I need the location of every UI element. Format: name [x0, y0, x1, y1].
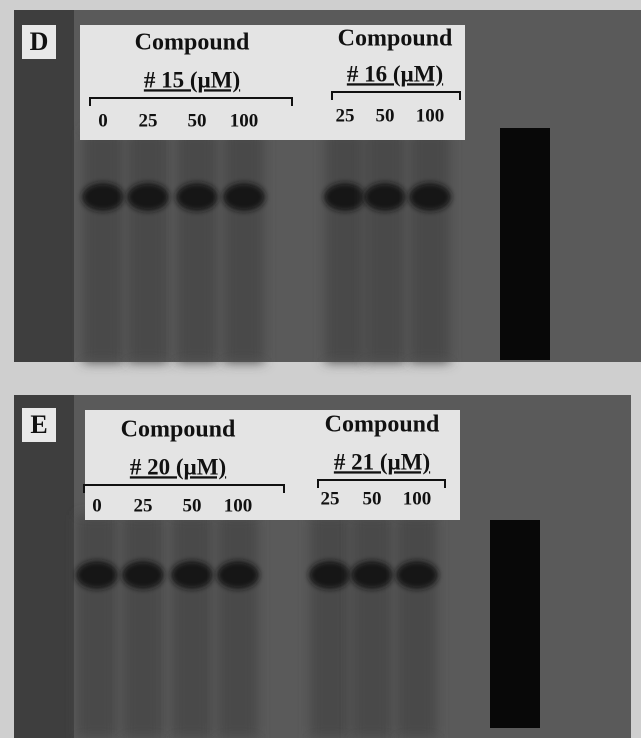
band — [176, 183, 218, 211]
group-title: Compound — [325, 412, 440, 438]
lane-label: 25 — [321, 488, 340, 509]
label-box — [85, 410, 460, 520]
band — [324, 183, 366, 211]
group-subtitle: # 15 (µM) — [144, 67, 240, 92]
lane-smear — [224, 130, 264, 362]
lane-smear — [410, 130, 450, 362]
lane-smear — [83, 130, 123, 362]
group-subtitle: # 21 (µM) — [334, 449, 430, 474]
lane-smear — [352, 515, 392, 738]
band — [409, 183, 451, 211]
band — [309, 561, 351, 589]
lane-smear — [365, 130, 405, 362]
band — [364, 183, 406, 211]
band — [122, 561, 164, 589]
band — [76, 561, 118, 589]
lane-smear — [325, 130, 365, 362]
panel-label-box — [22, 25, 56, 59]
lane-label: 0 — [98, 110, 108, 131]
panel-label: E — [30, 410, 47, 439]
band — [82, 183, 124, 211]
group-title: Compound — [338, 26, 453, 52]
ladder — [500, 128, 550, 360]
group-subtitle: # 16 (µM) — [347, 61, 443, 86]
bracket — [331, 91, 461, 100]
panel-label-box — [22, 408, 56, 442]
lane-label: 50 — [183, 495, 202, 516]
group-title: Compound — [121, 417, 236, 443]
lane-label: 25 — [134, 495, 153, 516]
label-box — [80, 25, 465, 140]
lane-smear — [172, 515, 212, 738]
band — [217, 561, 259, 589]
gel-shade — [14, 395, 74, 738]
lane-smear — [177, 130, 217, 362]
lane-smear — [218, 515, 258, 738]
band — [351, 561, 393, 589]
lane-label: 100 — [416, 105, 445, 126]
band — [127, 183, 169, 211]
group-subtitle: # 20 (µM) — [130, 454, 226, 479]
lane-label: 50 — [376, 105, 395, 126]
panel-label: D — [30, 27, 49, 56]
lane-label: 0 — [92, 495, 102, 516]
group-title: Compound — [135, 30, 250, 56]
lane-smear — [397, 515, 437, 738]
lane-label: 50 — [188, 110, 207, 131]
lane-smear — [128, 130, 168, 362]
ladder — [490, 520, 540, 728]
lane-label: 25 — [139, 110, 158, 131]
lane-smear — [310, 515, 350, 738]
band — [396, 561, 438, 589]
bracket — [89, 97, 293, 106]
lane-smear — [123, 515, 163, 738]
lane-label: 100 — [224, 495, 253, 516]
gel-shade — [14, 10, 74, 362]
band — [223, 183, 265, 211]
band — [171, 561, 213, 589]
lane-smear — [77, 515, 117, 738]
lane-label: 100 — [230, 110, 259, 131]
lane-label: 50 — [363, 488, 382, 509]
bracket — [317, 479, 446, 488]
bracket — [83, 484, 285, 493]
lane-label: 100 — [403, 488, 432, 509]
lane-label: 25 — [336, 105, 355, 126]
